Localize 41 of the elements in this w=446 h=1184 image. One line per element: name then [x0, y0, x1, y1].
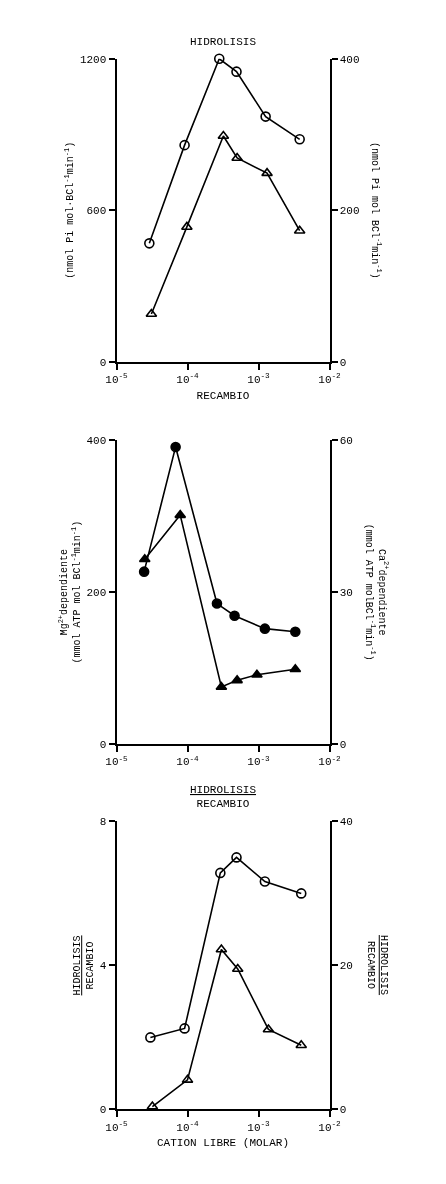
x-tick-label: 10$^{-2}$: [318, 372, 342, 386]
y-tick-label: 1200: [79, 53, 107, 66]
y2-tick-label: 40: [339, 816, 353, 829]
y-tick-label: 0: [99, 356, 107, 369]
y-tick-label: 600: [86, 205, 107, 218]
y2-axis-title: HIDROLISIS RECAMBIO: [364, 935, 389, 996]
y2-tick-label: 20: [339, 960, 353, 973]
x-tick-label: 10$^{-3}$: [247, 754, 271, 769]
y2-tick-label: 30: [339, 587, 353, 599]
y2-tick-label: 0: [339, 1104, 347, 1117]
y2-tick-label: 60: [339, 434, 353, 447]
x-tick-label: 10$^{-5}$: [105, 372, 129, 386]
x-tick-label: 10$^{-2}$: [318, 754, 342, 769]
x-tick-label: 10$^{-5}$: [105, 754, 129, 769]
y-tick-label: 0: [99, 739, 107, 752]
y2-tick-label: 200: [339, 205, 360, 218]
y-tick-label: 0: [99, 1104, 107, 1117]
y2-tick-label: 400: [339, 53, 360, 66]
y-tick-label: 400: [86, 434, 107, 447]
x-tick-label: 10$^{-4}$: [176, 754, 200, 769]
point: [229, 610, 240, 622]
y2-tick-label: 0: [339, 739, 347, 752]
point: [138, 566, 150, 577]
y-axis-title: HIDROLISIS RECAMBIO: [72, 935, 97, 996]
y-tick-label: 8: [99, 816, 107, 829]
x-tick-label: 10$^{-4}$: [176, 1119, 200, 1134]
point: [290, 626, 301, 637]
point: [170, 441, 181, 453]
y-tick-label: 200: [86, 587, 107, 599]
chart-title: HIDROLISIS RECAMBIO: [190, 784, 257, 811]
x-tick-label: 10$^{-3}$: [247, 1119, 271, 1134]
y2-tick-label: 0: [339, 356, 347, 369]
x-tick-label: 10$^{-2}$: [318, 1119, 342, 1134]
x-tick-label: 10$^{-3}$: [247, 372, 271, 386]
x-tick-label: 10$^{-4}$: [176, 372, 200, 386]
x-tick-label: 10$^{-5}$: [105, 1119, 129, 1134]
y-tick-label: 4: [99, 960, 107, 973]
chart-title: HIDROLISIS: [190, 36, 257, 48]
x-axis-title: RECAMBIO: [196, 389, 250, 402]
x-axis-title: CATION LIBRE (MOLAR): [156, 1137, 290, 1150]
point: [259, 623, 271, 634]
